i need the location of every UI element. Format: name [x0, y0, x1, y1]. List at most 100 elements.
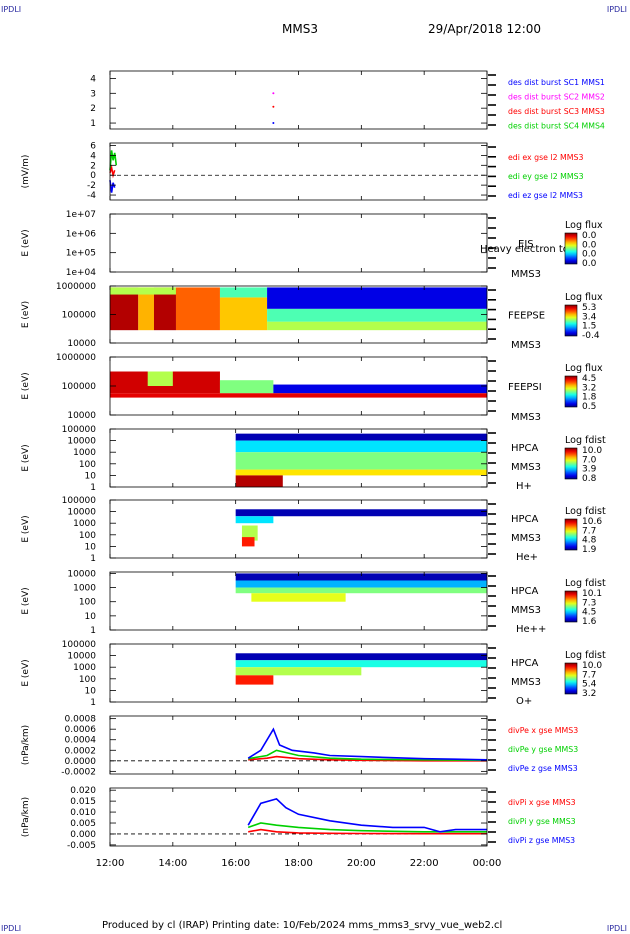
- colorbar-label: 10.0: [582, 661, 602, 671]
- datetime-title: 29/Apr/2018 12:00: [428, 22, 542, 36]
- x-tick-label: 18:00: [284, 858, 313, 869]
- legend-entry: divPe x gse MMS3: [508, 726, 578, 735]
- panel-frame: [109, 70, 488, 130]
- colorbar-label: 0.0: [582, 231, 597, 241]
- legend-entry: divPi y gse MMS3: [508, 817, 576, 826]
- y-tick-label: 10: [85, 612, 97, 622]
- spectrogram-block: [235, 660, 487, 668]
- spectrogram-block: [241, 525, 258, 541]
- spectrogram-block: [235, 675, 274, 685]
- colorbar-label: 0.5: [582, 402, 596, 412]
- y-tick-label: 0.015: [70, 797, 96, 807]
- y-tick-label: 1000: [73, 584, 96, 594]
- panel-frame: [109, 499, 488, 559]
- legend-entry: edi ez gse l2 MMS3: [508, 191, 583, 200]
- panel-frame: [109, 142, 488, 201]
- legend-entry: des dist burst SC1 MMS1: [508, 78, 605, 87]
- legend-entry: divPi x gse MMS3: [508, 798, 576, 807]
- series-line: [109, 150, 118, 171]
- spectrogram-block: [267, 308, 487, 322]
- colorbar-label: 3.2: [582, 383, 596, 393]
- y-tick-label: 10000: [67, 411, 96, 421]
- spectrogram-block: [235, 667, 362, 676]
- series-line: [248, 749, 488, 762]
- instrument-label: HPCA: [511, 658, 539, 669]
- y-tick-label: 0.020: [70, 786, 96, 796]
- spectrogram-block: [251, 593, 346, 602]
- y-tick-label: 10000: [67, 508, 96, 518]
- y-tick-label: 100: [79, 460, 96, 470]
- spacecraft-label: MMS3: [511, 605, 541, 616]
- y-tick-label: 0.0000: [65, 757, 97, 767]
- y-tick-label: 1e+04: [66, 268, 97, 278]
- y-tick-label: 2: [90, 161, 96, 171]
- instrument-label: FEEPSI: [508, 382, 542, 393]
- colorbar-label: 1.8: [582, 393, 597, 403]
- y-tick-label: 10000: [67, 339, 96, 349]
- colorbar-label: 1.9: [582, 545, 597, 555]
- colorbar: [564, 662, 578, 695]
- x-tick-label: 16:00: [221, 858, 250, 869]
- spectrogram-block: [273, 384, 487, 394]
- spectrogram-block: [235, 580, 487, 588]
- y-tick-label: 1e+06: [66, 229, 97, 239]
- x-tick-label: 14:00: [158, 858, 187, 869]
- footer-credits: Produced by cl (IRAP) Printing date: 10/…: [102, 920, 503, 931]
- spacecraft-label: MMS3: [511, 340, 541, 351]
- spectrogram-block: [219, 297, 268, 331]
- x-tick-label: 00:00: [473, 858, 502, 869]
- colorbar-label: 3.2: [582, 689, 596, 699]
- series-line: [248, 755, 487, 762]
- colorbar-label: 7.7: [582, 526, 596, 536]
- y-tick-label: 100000: [62, 311, 97, 321]
- colorbar-label: 7.0: [582, 455, 597, 465]
- spacecraft-label: MMS3: [511, 533, 541, 544]
- y-tick-label: 4: [90, 74, 96, 84]
- legend-entry: divPi z gse MMS3: [508, 836, 575, 845]
- colorbar-title: Log fdist: [565, 650, 606, 661]
- colorbar-label: 10.0: [582, 446, 602, 456]
- spectrogram-block: [267, 287, 487, 309]
- y-axis-label: E (eV): [21, 515, 31, 542]
- series-line: [247, 727, 488, 761]
- y-tick-label: 0.0004: [65, 736, 97, 746]
- spacecraft-label: MMS3: [511, 462, 541, 473]
- y-tick-label: 10000: [67, 652, 96, 662]
- y-tick-label: -0.0002: [61, 767, 96, 777]
- y-axis-label: E (eV): [21, 229, 31, 256]
- legend-entry: des dist burst SC4 MMS4: [508, 122, 605, 131]
- colorbar-label: 4.5: [582, 374, 596, 384]
- ion-label: He++: [516, 624, 546, 635]
- colorbar: [564, 375, 578, 408]
- y-tick-label: 6: [90, 141, 96, 151]
- colorbar-label: 0.0: [582, 240, 597, 250]
- y-tick-label: 10: [85, 542, 97, 552]
- spectrogram-block: [110, 287, 176, 295]
- y-tick-label: 1: [90, 698, 96, 708]
- spectrogram-block: [235, 452, 487, 470]
- y-tick-label: 100000: [62, 496, 97, 506]
- y-tick-label: 1e+07: [66, 210, 96, 220]
- colorbar-label: 10.1: [582, 589, 602, 599]
- spectrogram-block: [147, 371, 173, 386]
- y-axis-label: (nPa/km): [21, 797, 31, 837]
- y-tick-label: 3: [90, 89, 96, 99]
- legend-entry: edi ex gse l2 MMS3: [508, 153, 583, 162]
- colorbar: [564, 232, 578, 265]
- panel-frame: [109, 213, 488, 273]
- legend-entry: divPe z gse MMS3: [508, 764, 578, 773]
- spacecraft-label: MMS3: [511, 412, 541, 423]
- y-tick-label: -4: [87, 191, 96, 201]
- spectrogram-block: [241, 537, 255, 547]
- instrument-label: HPCA: [511, 586, 539, 597]
- colorbar-label: 4.8: [582, 536, 597, 546]
- y-axis-label: (nPa/km): [21, 725, 31, 765]
- colorbar-title: Log flux: [565, 292, 603, 303]
- spectrogram-block: [235, 509, 487, 517]
- colorbar: [564, 518, 578, 551]
- y-tick-label: 10: [85, 471, 97, 481]
- ion-label: H+: [516, 481, 532, 492]
- y-tick-label: 4: [90, 151, 96, 161]
- colorbar-title: Log flux: [565, 220, 603, 231]
- colorbar: [564, 447, 578, 480]
